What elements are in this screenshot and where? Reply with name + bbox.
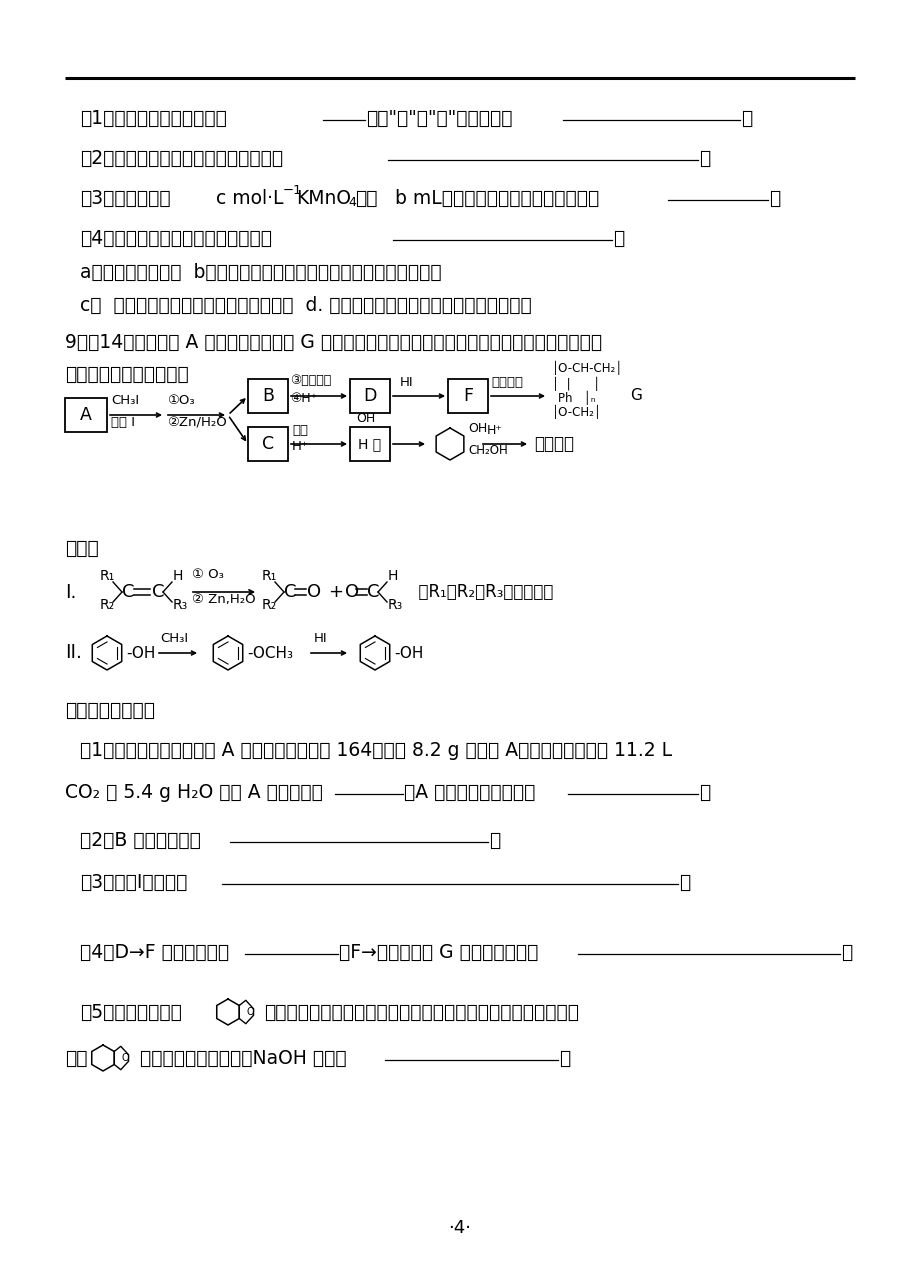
Text: HI: HI [313,632,327,646]
Text: ① O₃: ① O₃ [192,568,223,581]
Text: 请回答下列问题：: 请回答下列问题： [65,701,154,720]
Text: C: C [262,434,274,454]
Text: （某些生成物已略去）：: （某些生成物已略去）： [65,364,188,383]
Text: c mol·L: c mol·L [210,189,283,208]
Text: G: G [630,389,641,404]
Text: 。: 。 [559,1049,570,1068]
Text: R₃: R₃ [173,598,188,612]
Bar [65,397,107,432]
Text: A: A [80,406,92,424]
Text: （填"能"或"否"），原因是: （填"能"或"否"），原因是 [366,108,512,127]
Text: 酚醛树脂: 酚醛树脂 [533,434,573,454]
Text: 体（: 体（ [65,1049,87,1068]
Text: C: C [367,583,380,601]
Text: （5）二氢香豆素（: （5）二氢香豆素（ [80,1003,182,1022]
Text: 4: 4 [347,196,356,209]
Text: -OH: -OH [393,646,423,660]
Text: C: C [284,583,296,601]
Text: CO₂ 和 5.4 g H₂O 。则 A 的分子式是: CO₂ 和 5.4 g H₂O 。则 A 的分子式是 [65,782,323,801]
Text: -OH: -OH [126,646,155,660]
Text: 已知：: 已知： [65,539,98,558]
Text: CH₃I: CH₃I [160,632,187,646]
Text: 。: 。 [740,108,752,127]
Text: 。: 。 [678,873,689,892]
Text: a．未干燥锥形瓶。  b．盛装标准溶液的滴定管没有用标准溶液润洗。: a．未干燥锥形瓶。 b．盛装标准溶液的滴定管没有用标准溶液润洗。 [80,262,441,282]
Text: （R₁、R₂、R₃代表烃基）: （R₁、R₂、R₃代表烃基） [407,583,552,601]
Bar [349,378,390,413]
Text: 溶液: 溶液 [355,189,377,208]
Text: -OCH₃: -OCH₃ [246,646,292,660]
Text: R₁: R₁ [100,569,115,583]
Text: II.: II. [65,643,82,662]
Text: ④H⁺: ④H⁺ [289,391,317,405]
Text: （4）下列操作导致测定结果偏高的有: （4）下列操作导致测定结果偏高的有 [80,228,272,247]
Text: ② Zn,H₂O: ② Zn,H₂O [192,594,255,606]
Text: R₃: R₃ [388,598,403,612]
Text: OH: OH [356,412,375,424]
Text: H⁺: H⁺ [291,440,309,452]
Text: CH₃I: CH₃I [111,395,139,408]
Text: （2）达到滴定终点时溶液的颜色变化为: （2）达到滴定终点时溶液的颜色变化为 [80,149,283,167]
Text: F: F [462,387,472,405]
Text: ·4·: ·4· [448,1219,471,1237]
Bar [248,378,288,413]
Text: ）需要用到的试剂有：NaOH 溶液、: ）需要用到的试剂有：NaOH 溶液、 [140,1049,346,1068]
Text: Ph   │ₙ: Ph │ₙ [558,391,595,405]
Text: H⁺: H⁺ [486,424,503,437]
Text: ）常用作香豆素的替代品，鉴别二氢香豆素和它的一种同分异构: ）常用作香豆素的替代品，鉴别二氢香豆素和它的一种同分异构 [264,1003,578,1022]
Text: ②Zn/H₂O: ②Zn/H₂O [167,417,226,429]
Text: （4）D→F 的反应类型是: （4）D→F 的反应类型是 [80,943,229,962]
Text: 。: 。 [840,943,851,962]
Text: 9．（14分）有机物 A 是合成高分子树脂 G 和合成酚醛树脂的原料之一。相关的合成路线如下图所示: 9．（14分）有机物 A 是合成高分子树脂 G 和合成酚醛树脂的原料之一。相关的… [65,333,601,352]
Text: R₂: R₂ [100,598,115,612]
Text: （3）步骤Ⅰ的目的是: （3）步骤Ⅰ的目的是 [80,873,187,892]
Text: │  |      │: │ | │ [551,377,599,391]
Text: │O-CH₂│: │O-CH₂│ [551,405,601,419]
Text: c．  滴定终点时滴定管尖嘴中产生气泡。  d. 量取待测液，开始时平视、结束时俯视。: c． 滴定终点时滴定管尖嘴中产生气泡。 d. 量取待测液，开始时平视、结束时俯视… [80,296,531,315]
Text: B: B [262,387,274,405]
Text: I.: I. [65,582,76,601]
Text: │O-CH-CH₂│: │O-CH-CH₂│ [551,361,623,375]
Text: R₁: R₁ [262,569,277,583]
Text: 一定条件: 一定条件 [491,376,522,389]
Bar [248,427,288,461]
Text: OH: OH [468,422,487,434]
Text: D: D [363,387,376,405]
Text: C: C [122,583,134,601]
Text: （3）若滴定用去: （3）若滴定用去 [80,189,170,208]
Text: ，A 中所含官能团的名称: ，A 中所含官能团的名称 [403,782,535,801]
Text: H: H [388,569,398,583]
Text: H: H [173,569,183,583]
Text: −1: −1 [283,185,302,197]
Text: O: O [121,1054,130,1063]
Text: H 为: H 为 [358,437,381,451]
Text: O: O [307,583,321,601]
Text: 。: 。 [698,782,709,801]
Text: ①O₃: ①O₃ [167,395,195,408]
Bar [349,427,390,461]
Text: HI: HI [400,376,414,389]
Text: ，F→高分子树脂 G 的化学方程式是: ，F→高分子树脂 G 的化学方程式是 [338,943,538,962]
Text: ③银氨溶液: ③银氨溶液 [289,373,331,386]
Text: 步骤 I: 步骤 I [111,417,135,429]
Bar [448,378,487,413]
Text: （1）选择的还原剂能否用铁: （1）选择的还原剂能否用铁 [80,108,227,127]
Text: CH₂OH: CH₂OH [468,443,507,456]
Text: （1）经质谱测定，有机物 A 的相对分子质量为 164，燃烧 8.2 g 有机物 A，生成标准状况下 11.2 L: （1）经质谱测定，有机物 A 的相对分子质量为 164，燃烧 8.2 g 有机物… [80,740,672,759]
Text: b mL，则样品中铁元素的质量分数为: b mL，则样品中铁元素的质量分数为 [389,189,598,208]
Text: 。: 。 [698,149,709,167]
Text: 。: 。 [612,228,624,247]
Text: 。: 。 [489,831,500,850]
Text: C: C [152,583,165,601]
Text: +: + [328,583,343,601]
Text: O: O [246,1006,255,1017]
Text: KMnO: KMnO [296,189,351,208]
Text: R₂: R₂ [262,598,277,612]
Text: 苯酚: 苯酚 [291,423,308,437]
Text: （2）B 的结构简式为: （2）B 的结构简式为 [80,831,200,850]
Text: 。: 。 [768,189,779,208]
Text: O: O [345,583,358,601]
